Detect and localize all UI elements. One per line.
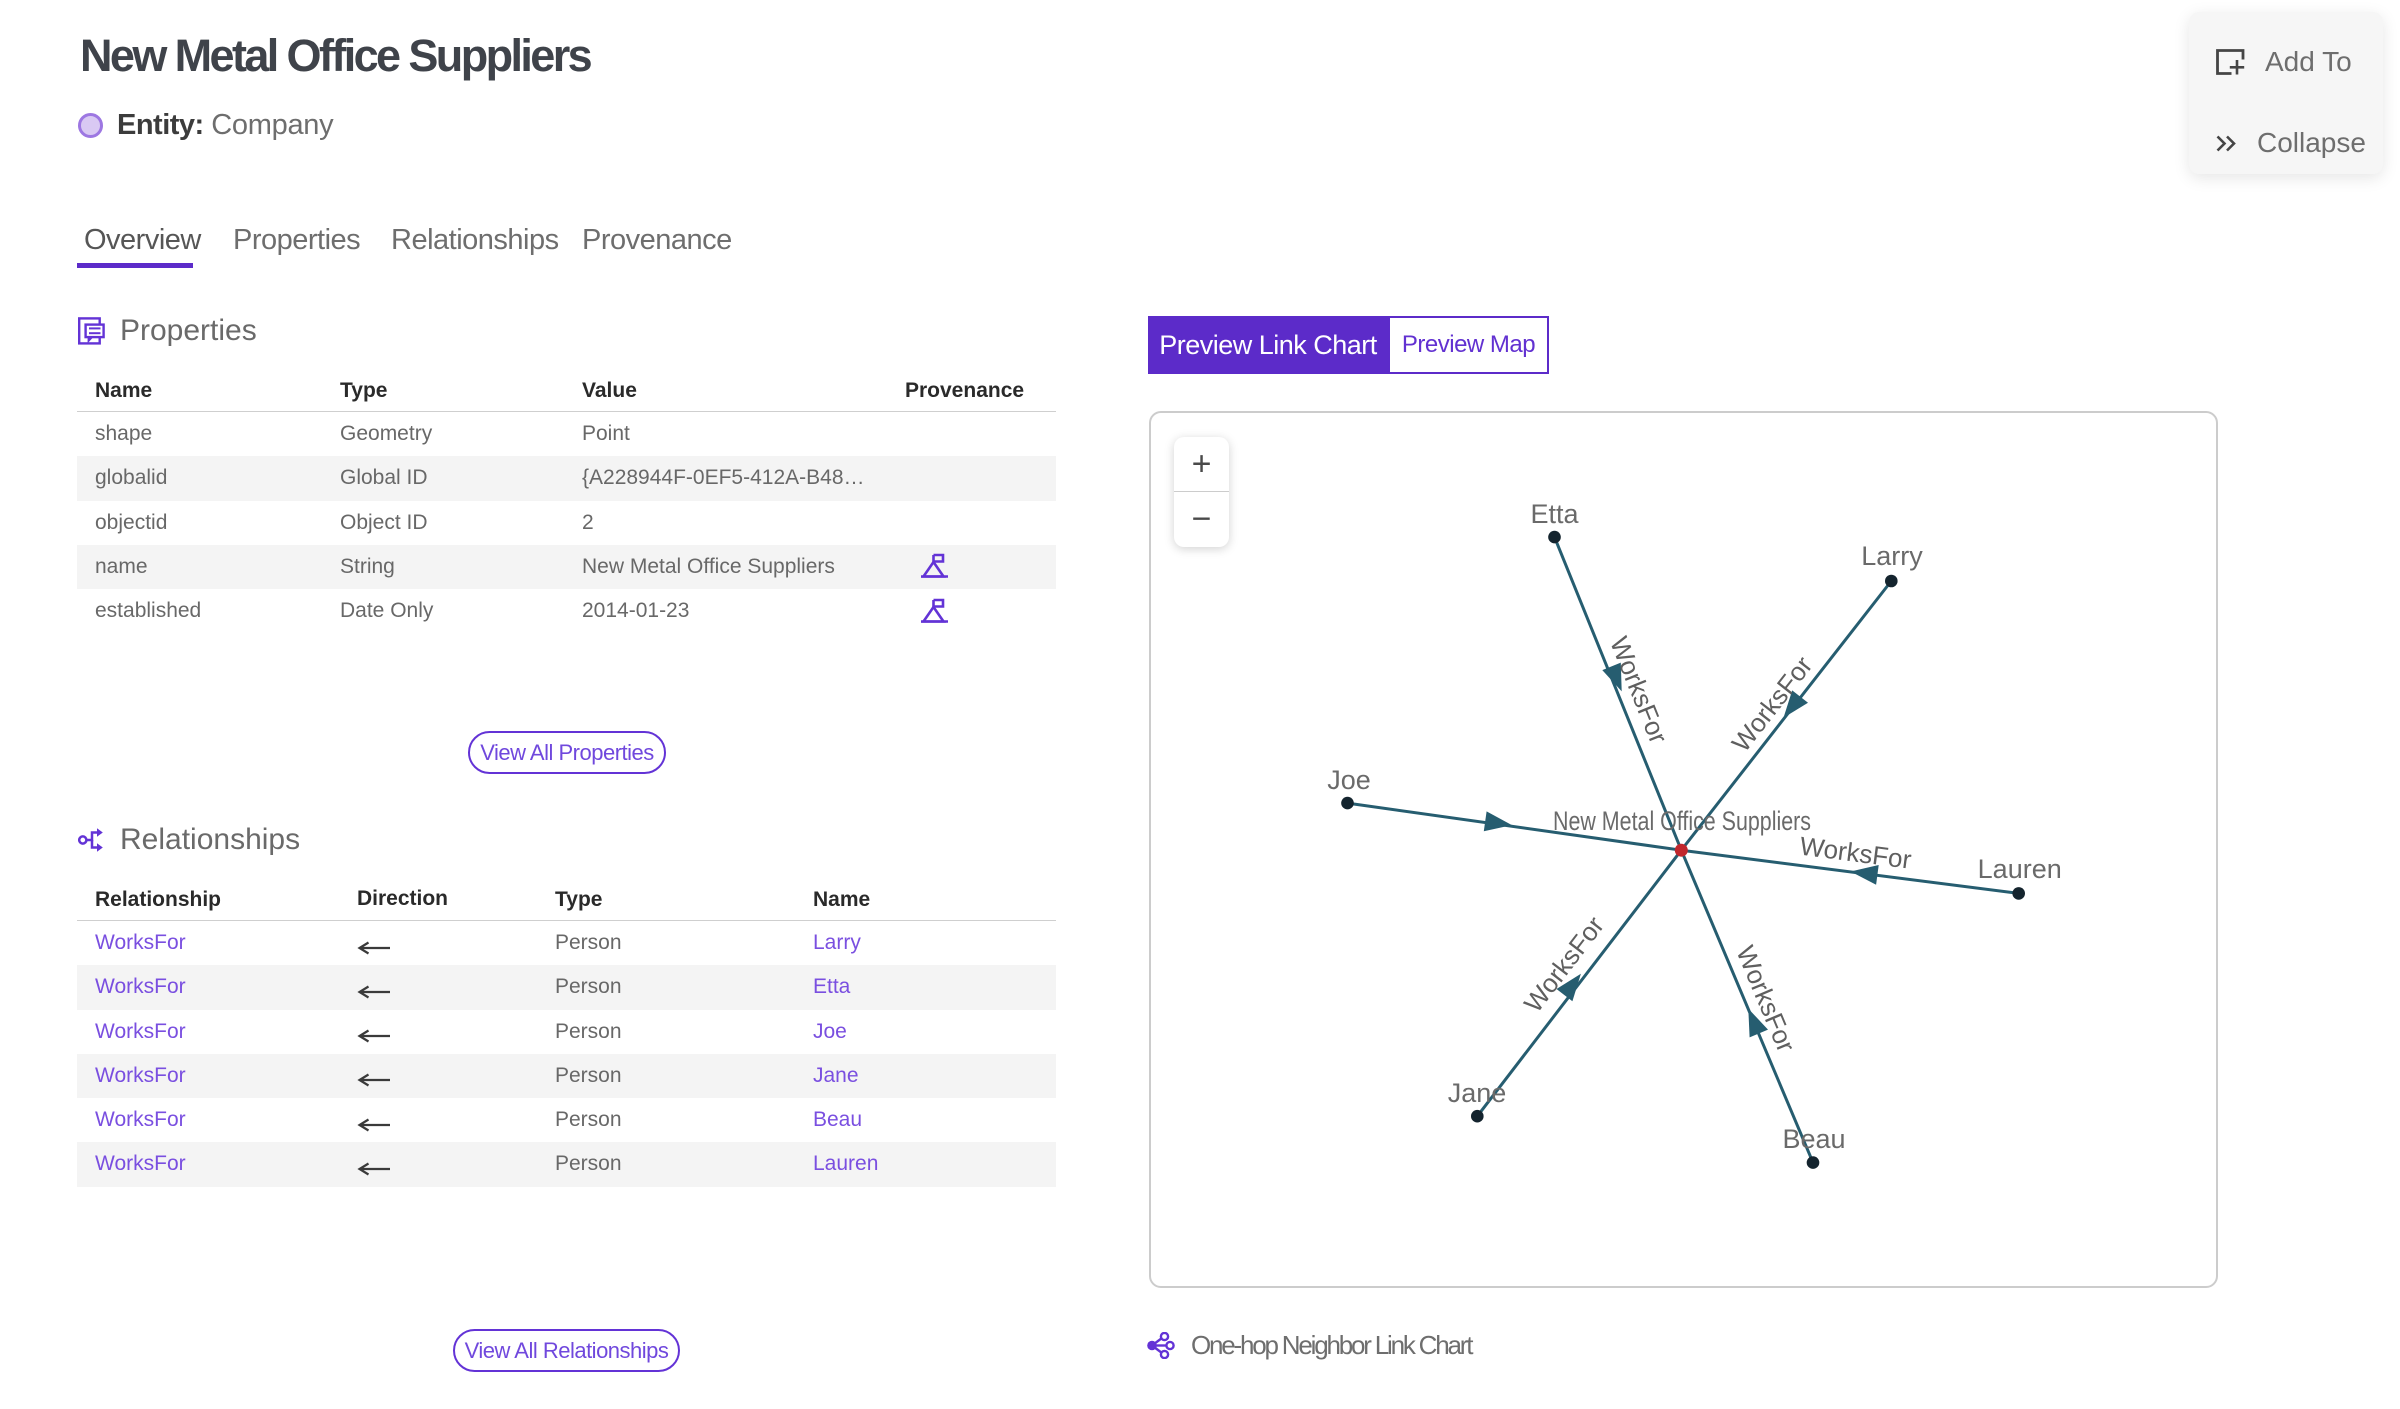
svg-text:Beau: Beau bbox=[1782, 1124, 1845, 1154]
svg-text:WorksFor: WorksFor bbox=[1604, 632, 1674, 748]
svg-text:Etta: Etta bbox=[1530, 499, 1579, 529]
svg-text:Larry: Larry bbox=[1861, 541, 1923, 571]
svg-text:Lauren: Lauren bbox=[1978, 854, 2062, 884]
svg-text:Jane: Jane bbox=[1448, 1078, 1507, 1108]
svg-text:Joe: Joe bbox=[1327, 765, 1371, 795]
svg-text:New Metal Office Suppliers: New Metal Office Suppliers bbox=[1553, 806, 1811, 836]
svg-text:WorksFor: WorksFor bbox=[1730, 941, 1801, 1056]
